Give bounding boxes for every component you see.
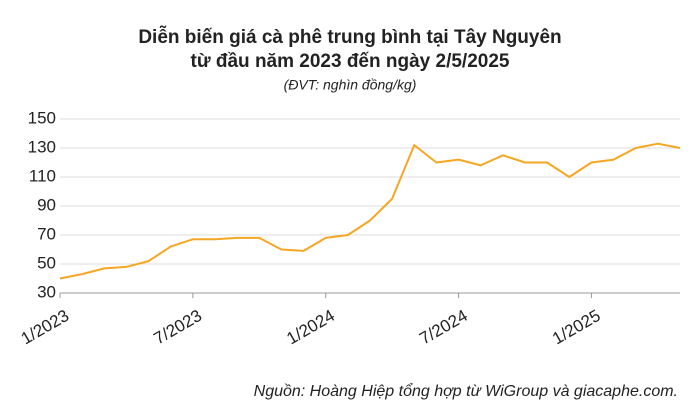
y-tick-label: 150 [28, 108, 56, 127]
x-tick-label: 1/2025 [549, 306, 604, 348]
price-line [59, 142, 681, 280]
y-tick-label: 70 [37, 224, 56, 243]
chart-title: Diễn biến giá cà phê trung bình tại Tây … [138, 26, 561, 48]
x-tick-label: 1/2024 [283, 306, 338, 348]
unit-note: (ĐVT: nghìn đồng/kg) [284, 77, 417, 93]
y-tick-label: 50 [37, 253, 56, 272]
x-tick-label: 7/2024 [416, 306, 471, 348]
x-tick-label: 1/2023 [18, 306, 73, 348]
chart-subtitle: từ đầu năm 2023 đến ngày 2/5/2025 [191, 51, 510, 72]
y-tick-label: 30 [37, 282, 56, 301]
x-tick-label: 7/2023 [151, 306, 206, 348]
y-tick-label: 90 [37, 195, 56, 214]
y-tick-label: 110 [29, 166, 56, 185]
source-note: Nguồn: Hoàng Hiệp tổng hợp từ WiGroup và… [254, 382, 678, 400]
y-tick-label: 130 [28, 137, 56, 156]
